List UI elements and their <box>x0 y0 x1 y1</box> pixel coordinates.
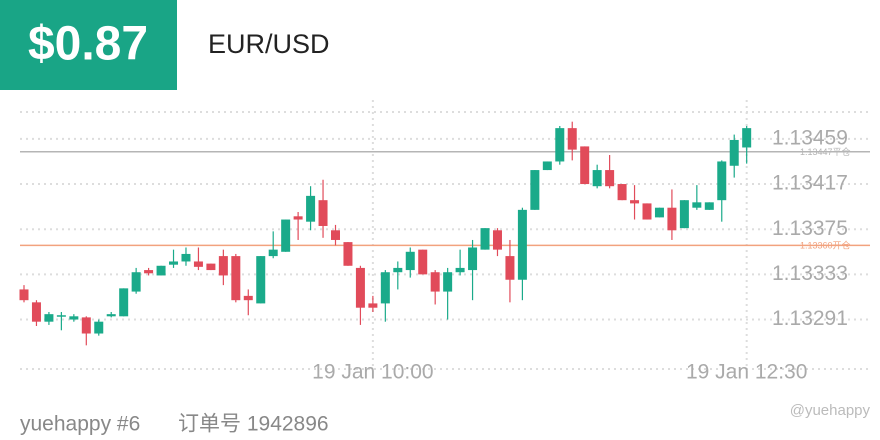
candle-body <box>56 315 66 317</box>
candle-body <box>555 128 565 162</box>
candle-body <box>455 267 465 273</box>
x-tick-label: 19 Jan 12:30 <box>686 361 807 384</box>
symbol: EUR/USD <box>208 29 330 59</box>
candle-body <box>393 267 403 273</box>
candle-body <box>542 161 552 171</box>
price: $0.87 <box>28 18 148 71</box>
candle-body <box>355 267 365 308</box>
candle-body <box>742 128 752 148</box>
candle-body <box>580 146 590 185</box>
candle-body <box>131 272 141 292</box>
candle-body <box>505 256 515 280</box>
candle-body <box>592 170 602 187</box>
candle-body <box>19 289 29 301</box>
candle-body <box>679 200 689 229</box>
candle-body <box>331 230 340 240</box>
candle-body <box>144 270 154 274</box>
candle-body <box>654 207 664 218</box>
candle-body <box>642 203 652 220</box>
x-tick-label: 19 Jan 10:00 <box>312 361 433 384</box>
candle-body <box>119 288 129 317</box>
order-line-label: 1.13360开仓 <box>800 240 851 251</box>
candle-body <box>380 272 390 304</box>
candle-body <box>343 242 353 266</box>
candle-body <box>430 272 440 292</box>
candle-body <box>268 249 278 257</box>
candle-body <box>729 139 739 166</box>
candle-body <box>256 256 266 304</box>
candle-body <box>318 200 328 226</box>
candle-body <box>81 317 91 334</box>
candle-body <box>704 202 714 210</box>
candle-body <box>206 263 216 271</box>
y-tick-label: 1.13333 <box>772 262 848 285</box>
candle-body <box>94 321 104 334</box>
candle-body <box>418 249 428 275</box>
candle-body <box>44 314 54 322</box>
candle-body <box>231 256 241 301</box>
candle-body <box>617 184 627 201</box>
candle-body <box>368 303 378 308</box>
y-tick-label: 1.13291 <box>772 307 848 330</box>
candle-body <box>630 200 640 204</box>
candle-body <box>480 228 490 250</box>
candle-body <box>31 302 41 322</box>
y-tick-label: 1.13459 <box>772 126 848 149</box>
candle-body <box>169 261 179 265</box>
candle-body <box>443 272 453 292</box>
order-line-label: 1.13447平仓 <box>800 146 851 157</box>
y-tick-label: 1.13417 <box>772 172 848 195</box>
candle-body <box>405 251 415 271</box>
candle-body <box>306 195 316 222</box>
candle-body <box>281 219 291 252</box>
candle-body <box>517 209 527 280</box>
candle-body <box>692 202 702 208</box>
price-box <box>0 0 177 90</box>
y-tick-label: 1.13375 <box>772 217 848 240</box>
candle-body <box>667 207 677 231</box>
candle-body <box>181 253 191 262</box>
candle-body <box>492 230 502 250</box>
candle-body <box>717 161 727 201</box>
candle-body <box>567 128 577 150</box>
candle-body <box>69 316 79 320</box>
candle-body <box>156 265 166 276</box>
order: 订单号 1942896 <box>178 413 329 436</box>
candle-body <box>243 295 253 301</box>
candle-body <box>468 247 478 271</box>
candle-body <box>193 261 203 267</box>
candle-body <box>605 170 615 187</box>
candle-body <box>218 256 228 276</box>
user: yuehappy #6 <box>20 413 140 436</box>
watermark: @yuehappy <box>790 402 871 419</box>
candle-body <box>530 170 540 210</box>
candle-body <box>293 216 303 220</box>
candle-body <box>106 314 116 317</box>
